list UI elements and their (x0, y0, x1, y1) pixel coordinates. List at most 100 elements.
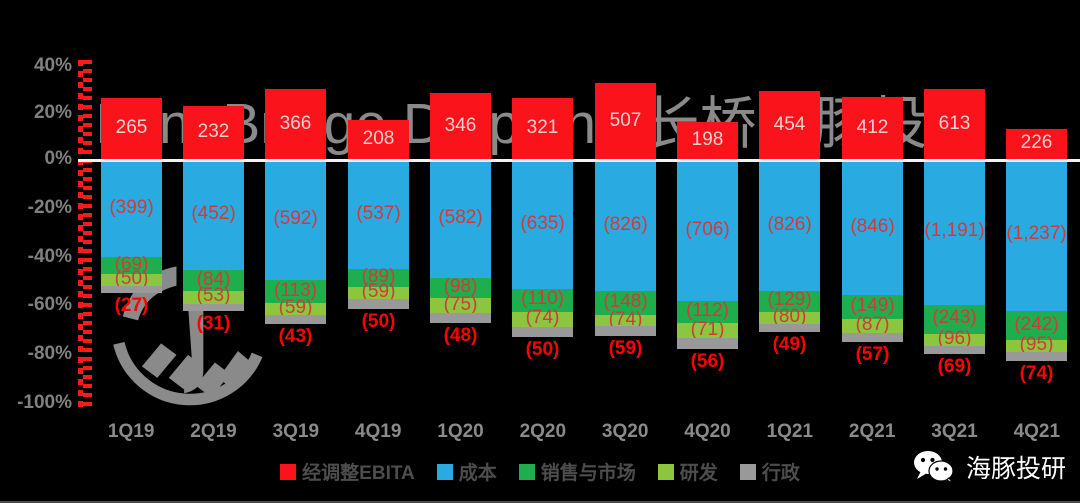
bar-value-label: (50) (525, 338, 560, 360)
legend-label: 成本 (458, 463, 497, 484)
bar-segment-admin[interactable] (759, 324, 820, 332)
y-axis-tick-label: 40% (33, 55, 72, 76)
bar-segment-ebita[interactable] (183, 106, 244, 160)
bar-segment-rnd[interactable] (595, 314, 656, 327)
bar-segment-cost[interactable] (759, 160, 820, 292)
bar-segment-cost[interactable] (842, 160, 903, 296)
y-axis-tick-label: -40% (27, 245, 72, 267)
bar-segment-cost[interactable] (101, 160, 162, 258)
bar-segment-rnd[interactable] (265, 303, 326, 316)
y-axis-tick-label: -20% (27, 196, 72, 218)
x-axis-tick-label: 2Q20 (519, 421, 567, 442)
bar-segment-cost[interactable] (512, 160, 573, 290)
bar-segment-cost[interactable] (265, 160, 326, 281)
y-axis-ticks (83, 60, 92, 408)
bar-segment-admin[interactable] (924, 345, 985, 355)
bar-segment-admin[interactable] (183, 303, 244, 312)
bar-segment-admin[interactable] (1006, 352, 1067, 362)
bar-segment-sales-marketing[interactable] (677, 301, 738, 324)
bar-segment-ebita[interactable] (1006, 128, 1067, 160)
bar-segment-rnd[interactable] (101, 274, 162, 287)
legend-item-cost[interactable]: 成本 (436, 458, 497, 485)
bar-segment-rnd[interactable] (842, 319, 903, 333)
bar-segment-ebita[interactable] (595, 83, 656, 160)
bar-segment-admin[interactable] (512, 326, 573, 337)
bar-segment-ebita[interactable] (265, 89, 326, 160)
bar-segment-admin[interactable] (842, 332, 903, 342)
bar-segment-admin[interactable] (265, 315, 326, 324)
bar-segment-admin[interactable] (430, 313, 491, 324)
bar-segment-ebita[interactable] (759, 91, 820, 160)
legend-swatch-icon (280, 463, 297, 480)
x-axis-tick-label: 1Q20 (437, 421, 484, 442)
bar-segment-ebita[interactable] (348, 119, 409, 160)
bar-segment-rnd[interactable] (677, 323, 738, 338)
wechat-icon (913, 451, 954, 484)
bar-value-label: (48) (443, 325, 478, 347)
bar-segment-cost[interactable] (348, 160, 409, 270)
legend-swatch-icon (518, 463, 535, 480)
bar-segment-admin[interactable] (348, 299, 409, 310)
bar-segment-sales-marketing[interactable] (759, 291, 820, 312)
bar-segment-rnd[interactable] (759, 311, 820, 325)
x-axis-tick-label: 1Q21 (766, 421, 814, 442)
legend-item-sales_marketing[interactable]: 销售与市场 (518, 458, 636, 485)
bar-segment-sales-marketing[interactable] (512, 289, 573, 312)
bar-segment-rnd[interactable] (430, 298, 491, 314)
bar-segment-rnd[interactable] (512, 311, 573, 327)
legend-swatch-icon (657, 463, 674, 480)
y-axis-tick-label: -100% (17, 392, 72, 413)
bar-segment-sales-marketing[interactable] (924, 304, 985, 335)
bar-segment-cost[interactable] (1006, 160, 1067, 311)
bar-segment-sales-marketing[interactable] (842, 295, 903, 320)
bar-segment-cost[interactable] (677, 160, 738, 302)
bottom-divider (0, 501, 1080, 503)
x-axis-tick-label: 1Q19 (107, 421, 155, 442)
bar-segment-ebita[interactable] (101, 98, 162, 160)
x-axis-tick-label: 4Q21 (1013, 421, 1061, 442)
x-axis-tick-label: 2Q19 (190, 421, 237, 442)
brand-badge: 海豚投研 (913, 449, 1066, 485)
bar-segment-ebita[interactable] (512, 97, 573, 160)
legend-item-rnd[interactable]: 研发 (657, 458, 718, 485)
bar-segment-sales-marketing[interactable] (595, 291, 656, 315)
bar-segment-sales-marketing[interactable] (430, 278, 491, 299)
x-axis-tick-label: 3Q21 (931, 421, 978, 442)
bar-segment-sales-marketing[interactable] (348, 269, 409, 288)
y-axis-tick-label: 0% (44, 148, 72, 169)
bar-segment-sales-marketing[interactable] (265, 280, 326, 304)
bar-value-label: (27) (114, 294, 149, 316)
bar-segment-cost[interactable] (430, 160, 491, 279)
y-axis-tick-label: -80% (27, 343, 72, 365)
zero-baseline (78, 159, 1080, 162)
x-axis-tick-label: 4Q20 (684, 421, 731, 442)
bar-segment-admin[interactable] (101, 286, 162, 293)
bar-segment-rnd[interactable] (1006, 340, 1067, 353)
bar-segment-cost[interactable] (595, 160, 656, 292)
bar-segment-ebita[interactable] (842, 97, 903, 160)
bar-value-label: (56) (690, 350, 725, 372)
bar-segment-sales-marketing[interactable] (183, 270, 244, 291)
bar-segment-rnd[interactable] (348, 287, 409, 300)
bar-segment-admin[interactable] (595, 326, 656, 336)
bar-segment-sales-marketing[interactable] (101, 257, 162, 275)
bar-segment-rnd[interactable] (183, 290, 244, 304)
legend-item-admin[interactable]: 行政 (739, 458, 800, 485)
bar-value-label: (31) (196, 313, 231, 335)
bar-segment-ebita[interactable] (677, 122, 738, 160)
bar-segment-cost[interactable] (183, 160, 244, 271)
legend-item-ebita[interactable]: 经调整EBITA (280, 458, 415, 485)
y-axis-tick-label: -60% (27, 294, 72, 316)
y-axis-tick-label: 20% (33, 101, 72, 123)
bar-value-label: (43) (278, 325, 313, 347)
bar-value-label: (59) (608, 337, 643, 359)
bar-segment-cost[interactable] (924, 160, 985, 305)
bar-segment-sales-marketing[interactable] (1006, 310, 1067, 341)
legend-swatch-icon (739, 463, 756, 480)
bar-segment-admin[interactable] (677, 337, 738, 349)
bar-segment-ebita[interactable] (430, 93, 491, 160)
bar-segment-ebita[interactable] (924, 89, 985, 160)
bar-segment-rnd[interactable] (924, 334, 985, 346)
